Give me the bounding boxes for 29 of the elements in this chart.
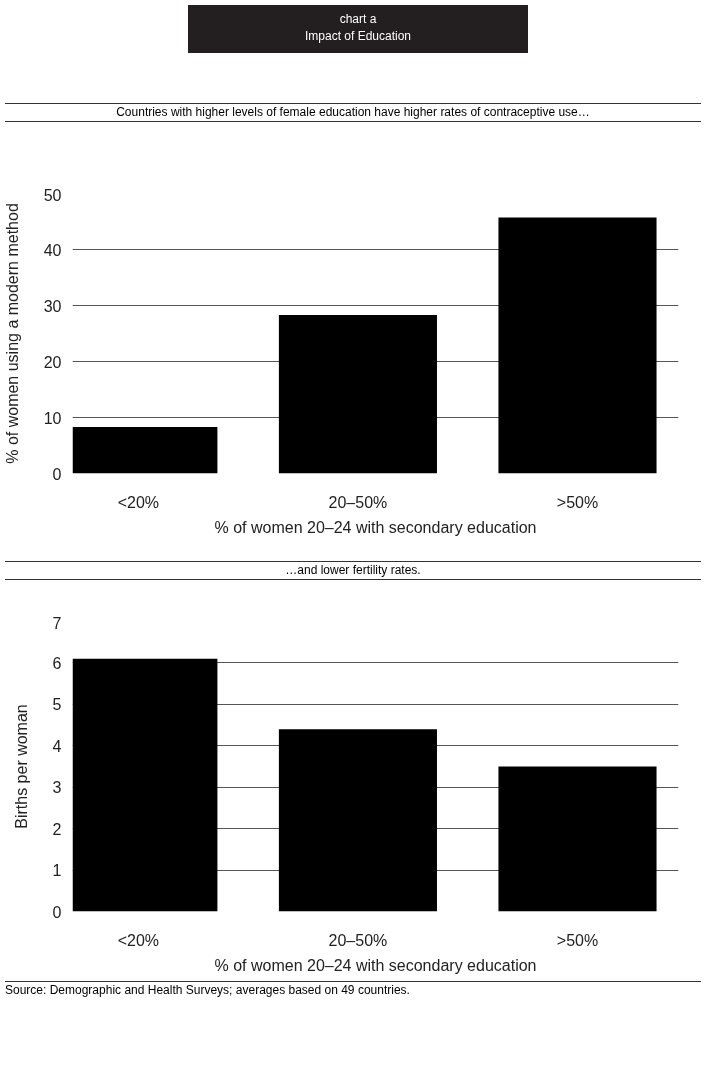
y-tick-label: 3 bbox=[52, 779, 62, 797]
y-tick-label: 30 bbox=[43, 297, 62, 315]
x-tick-label: <20% bbox=[117, 931, 160, 949]
y-tick-label: 40 bbox=[43, 241, 62, 259]
chart-subtitle: Countries with higher levels of female education have higher rates of contraceptive use… bbox=[5, 103, 701, 123]
y-tick-label: 20 bbox=[43, 353, 62, 371]
x-axis-title: % of women 20–24 with secondary education bbox=[214, 518, 537, 536]
chart-title: Impact of Education bbox=[303, 28, 413, 46]
x-axis-title: % of women 20–24 with secondary education bbox=[214, 956, 537, 974]
y-tick-label: 5 bbox=[52, 696, 62, 714]
y-tick-label: 10 bbox=[43, 409, 62, 427]
y-tick-label: 50 bbox=[43, 186, 62, 204]
y-tick-label: 0 bbox=[52, 465, 62, 483]
y-axis-title: Births per woman bbox=[12, 704, 30, 829]
x-tick-label: >50% bbox=[556, 493, 599, 511]
y-axis-title: % of women using a modern method bbox=[3, 203, 21, 464]
x-tick-label: 20–50% bbox=[328, 931, 388, 949]
y-tick-label: 0 bbox=[52, 903, 62, 921]
y-tick-label: 2 bbox=[52, 820, 62, 838]
chart-subtitle: …and lower fertility rates. bbox=[5, 561, 701, 581]
y-tick-label: 7 bbox=[52, 614, 62, 632]
y-tick-label: 4 bbox=[52, 737, 62, 755]
x-tick-label: 20–50% bbox=[328, 493, 388, 511]
x-tick-label: <20% bbox=[117, 493, 160, 511]
source-note: Source: Demographic and Health Surveys; averages based on 49 countries. bbox=[5, 981, 701, 1000]
y-tick-label: 1 bbox=[52, 862, 62, 880]
y-tick-label: 6 bbox=[52, 654, 62, 672]
x-tick-label: >50% bbox=[556, 931, 599, 949]
text: chart a bbox=[338, 11, 378, 28]
